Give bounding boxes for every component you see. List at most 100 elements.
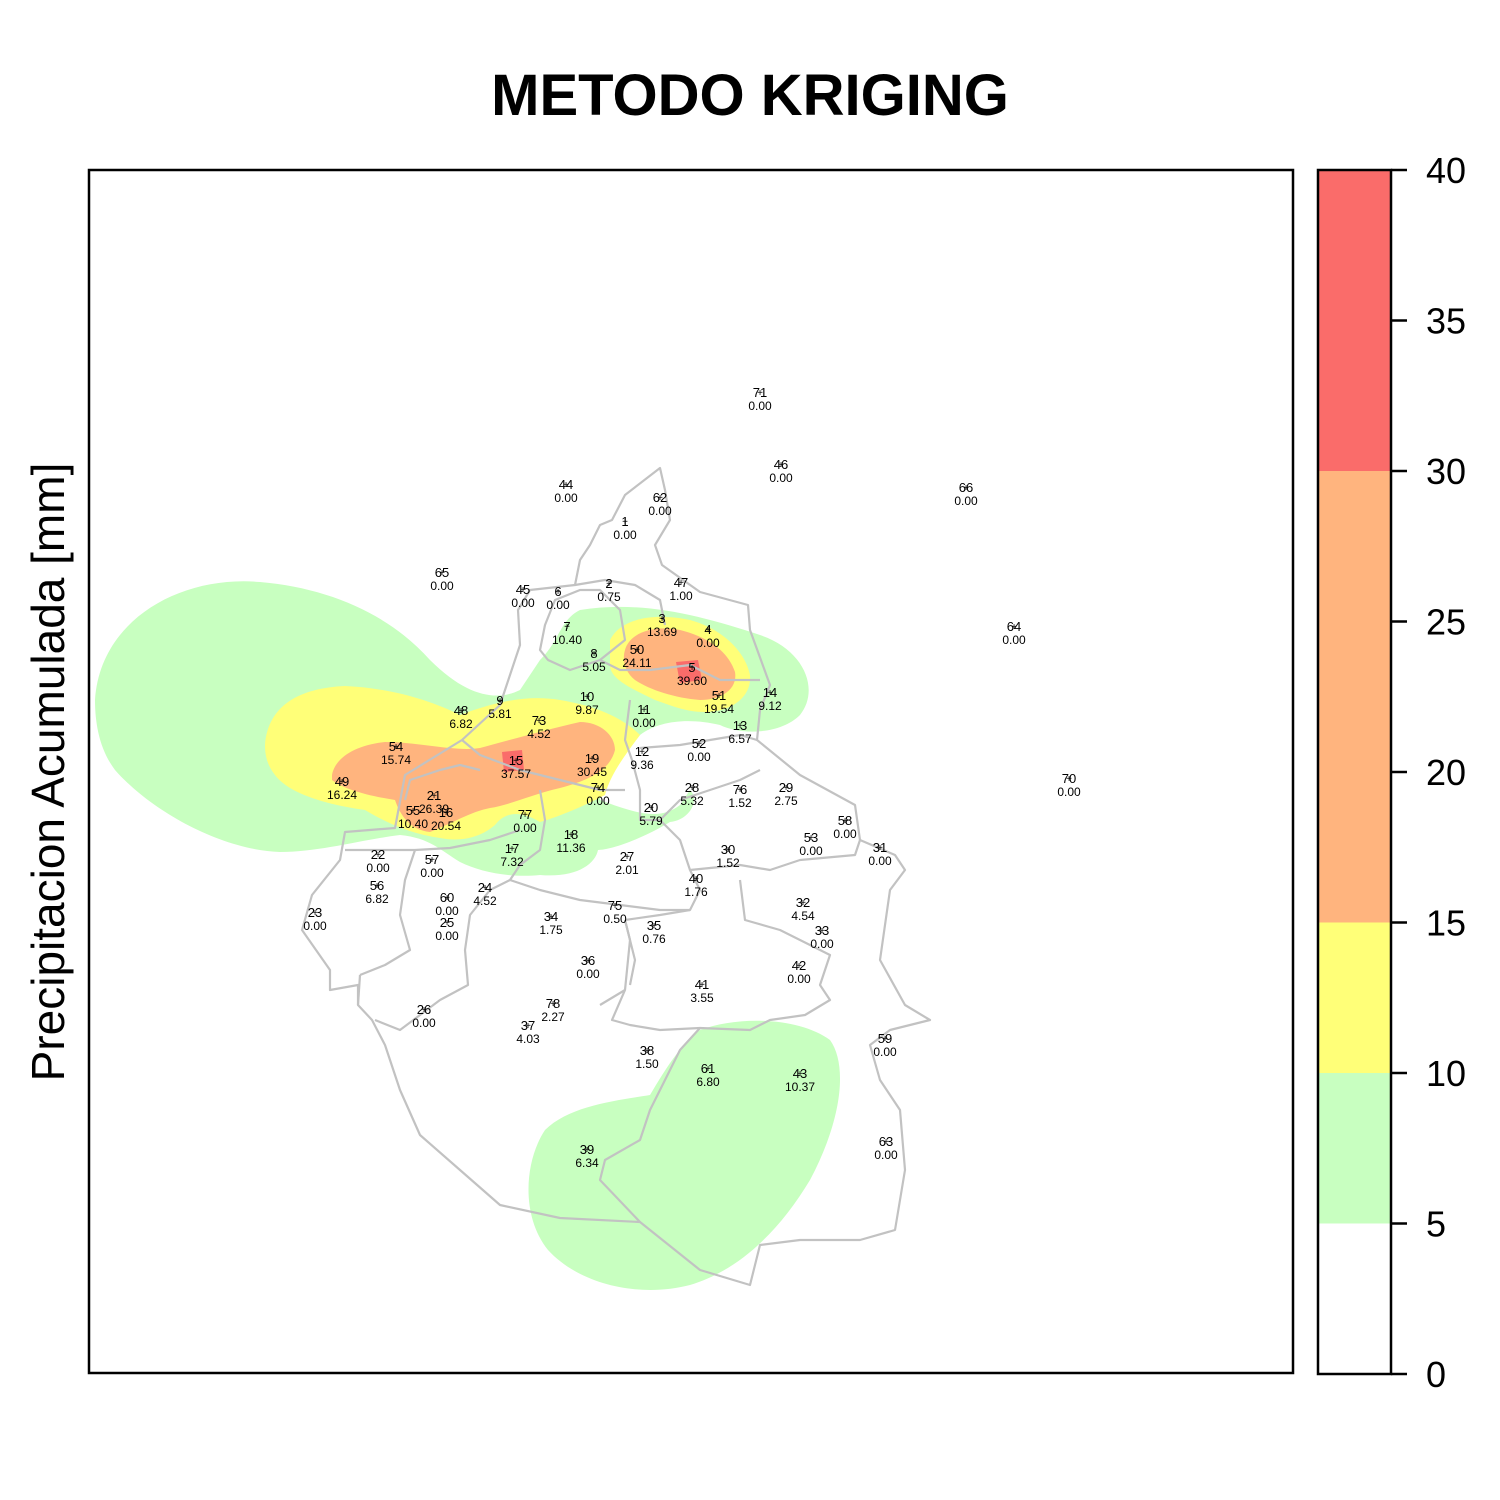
station-59: +590.00 [873,1031,897,1059]
station-marker: + [634,645,640,656]
station-value-label: 6.82 [449,717,473,731]
station-value-label: 4.52 [473,894,497,908]
station-value-label: 2.27 [541,1010,565,1024]
station-value-label: 1.50 [635,1057,659,1071]
station-marker: + [339,777,345,788]
station-4: +40.00 [696,622,720,650]
station-id-label: 57 [425,852,439,867]
station-marker: + [1066,774,1072,785]
station-value-label: 0.00 [554,491,578,505]
internal-boundary-6 [659,769,761,821]
station-marker: + [525,1021,531,1032]
station-40: +401.76 [684,871,708,899]
station-marker: + [606,579,612,590]
station-marker: + [443,808,449,819]
station-id-label: 36 [581,953,595,968]
internal-boundary-5 [639,733,758,750]
internal-boundary-10 [598,1027,701,1223]
legend-tick-label: 30 [1426,451,1466,492]
station-marker: + [555,587,561,598]
station-value-label: 0.00 [430,579,454,593]
station-74: +740.00 [586,780,610,808]
station-34: +341.75 [539,909,563,937]
station-marker: + [585,956,591,967]
station-marker: + [595,783,601,794]
station-65: +650.00 [430,565,454,593]
station-marker: + [737,721,743,732]
station-id-label: 75 [608,898,622,913]
station-id-label: 56 [370,878,384,893]
station-29: +292.75 [774,780,798,808]
station-10: +109.87 [575,689,599,717]
station-2: +20.75 [597,576,621,604]
station-48: +486.82 [449,703,473,731]
station-marker: + [819,926,825,937]
station-30: +301.52 [716,842,740,870]
station-marker: + [716,691,722,702]
internal-boundary-13 [374,789,547,1032]
station-12: +129.36 [630,744,654,772]
station-id-label: 55 [406,803,420,818]
station-value-label: 9.36 [630,758,654,772]
station-value-label: 6.57 [728,732,752,746]
map-title: METODO KRIGING [491,63,1009,128]
station-id-label: 3 [658,611,665,626]
station-marker: + [883,1137,889,1148]
station-76: +761.52 [728,782,752,810]
station-id-label: 40 [689,871,703,886]
station-value-label: 0.00 [873,1045,897,1059]
station-marker: + [757,388,763,399]
station-45: +450.00 [511,582,535,610]
legend-tick-label: 5 [1426,1204,1446,1245]
station-value-label: 0.00 [874,1148,898,1162]
station-22: +220.00 [366,847,390,875]
station-id-label: 61 [701,1061,715,1076]
station-marker: + [444,893,450,904]
station-marker: + [696,739,702,750]
station-id-label: 6 [554,584,561,599]
station-5: +539.60 [677,660,707,688]
station-value-label: 19.54 [704,702,734,716]
station-value-label: 1.52 [728,796,752,810]
station-id-label: 43 [793,1066,807,1081]
station-id-label: 63 [879,1134,893,1149]
peak-station-15-region [502,750,524,772]
station-id-label: 64 [1007,619,1021,634]
station-marker: + [624,852,630,863]
internal-boundary-16 [509,878,690,912]
internal-boundary-17 [356,974,362,1006]
station-24: +244.52 [473,880,497,908]
station-marker: + [882,1034,888,1045]
station-marker: + [548,912,554,923]
station-value-label: 0.00 [412,1016,436,1030]
internal-boundary-15 [359,849,417,977]
station-id-label: 42 [792,958,806,973]
station-marker: + [657,493,663,504]
internal-boundary-2 [574,578,667,626]
station-value-label: 0.00 [613,528,637,542]
station-id-label: 12 [635,744,649,759]
station-marker: + [783,783,789,794]
station-id-label: 26 [417,1002,431,1017]
station-value-label: 1.75 [539,923,563,937]
station-value-label: 5.32 [680,794,704,808]
station-13: +136.57 [728,718,752,746]
station-35: +350.76 [642,918,666,946]
station-marker: + [589,754,595,765]
station-id-label: 47 [674,575,688,590]
station-value-label: 4.54 [791,909,815,923]
station-marker: + [648,803,654,814]
station-marker: + [705,1064,711,1075]
station-id-label: 59 [878,1031,892,1046]
station-marker: + [584,1145,590,1156]
station-marker: + [497,696,503,707]
station-id-label: 53 [804,830,818,845]
station-66: +660.00 [954,480,978,508]
plot-frame [87,168,1295,1375]
station-marker: + [963,483,969,494]
station-56: +566.82 [365,878,389,906]
station-value-label: 0.00 [576,967,600,981]
legend-tick-label: 25 [1426,602,1466,643]
